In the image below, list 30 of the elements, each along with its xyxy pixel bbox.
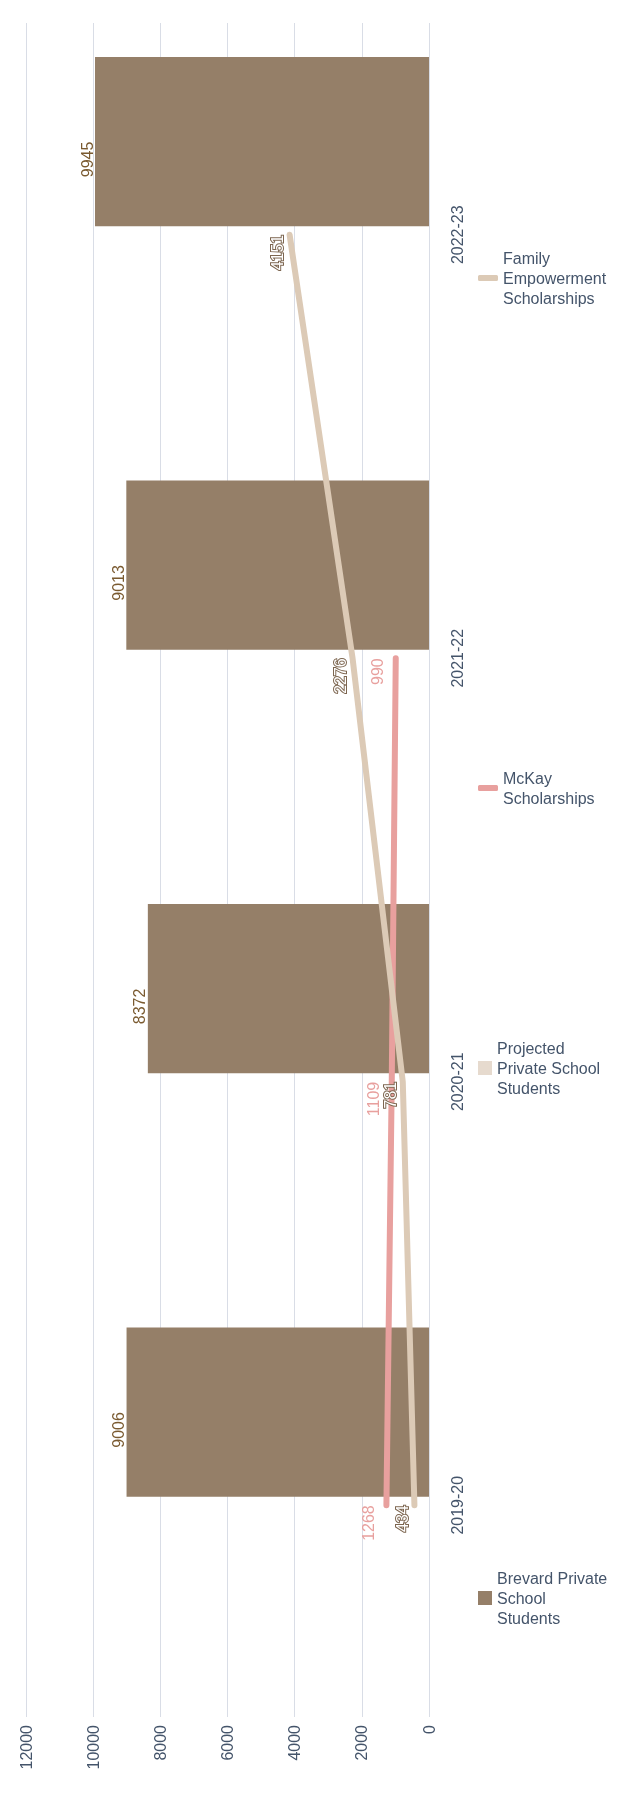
y-tick-label: 2022-23 xyxy=(448,205,466,265)
x-tick-label: 10000 xyxy=(84,1724,102,1770)
y-tick-label: 2020-21 xyxy=(448,1052,466,1112)
data-label: 4151 xyxy=(269,234,287,271)
x-tick-label: 4000 xyxy=(286,1724,304,1761)
y-tick-label: 2021-22 xyxy=(448,628,466,688)
x-tick-label: 2000 xyxy=(353,1724,371,1761)
bar xyxy=(126,480,429,650)
legend-label: McKay Scholarships xyxy=(503,769,595,807)
data-label: 9013 xyxy=(109,564,127,601)
data-label: 9945 xyxy=(78,141,96,178)
bar xyxy=(126,1327,429,1497)
bar xyxy=(147,903,429,1074)
y-tick-label: 2019-20 xyxy=(448,1475,466,1535)
data-label: 434 xyxy=(393,1505,411,1532)
x-tick-label: 6000 xyxy=(219,1724,236,1761)
data-label: 2276 xyxy=(332,658,350,694)
legend-label: Projected Private School Students xyxy=(497,1039,605,1097)
data-label: 1268 xyxy=(359,1505,377,1541)
data-label: 1109 xyxy=(365,1081,383,1117)
x-tick-label: 8000 xyxy=(151,1724,169,1761)
bar xyxy=(95,56,429,227)
x-tick-label: 0 xyxy=(420,1724,438,1734)
data-label: 9006 xyxy=(110,1411,128,1448)
legend-label: Brevard Private School Students xyxy=(497,1569,612,1627)
data-label: 781 xyxy=(382,1081,400,1109)
data-label: 990 xyxy=(369,658,387,685)
x-tick-label: 12000 xyxy=(17,1724,35,1770)
legend-label: Family Empowerment Scholarships xyxy=(503,249,611,307)
data-label: 8372 xyxy=(131,988,149,1025)
